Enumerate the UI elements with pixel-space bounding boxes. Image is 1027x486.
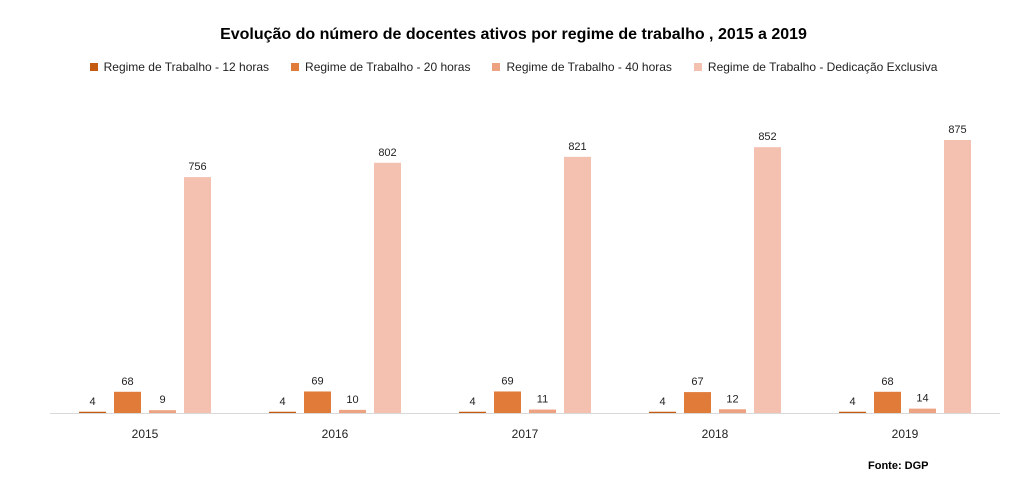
data-label-2017-series-2: 11 <box>537 394 548 406</box>
x-tick-label-2015: 2015 <box>132 427 159 441</box>
data-label-2019-series-0: 4 <box>849 396 855 408</box>
legend-swatch-40h <box>492 63 501 71</box>
data-label-2017-series-1: 69 <box>501 375 513 387</box>
bar-2019-series-2 <box>909 408 936 413</box>
bar-2015-series-1 <box>114 391 141 413</box>
legend-item-de: Regime de Trabalho - Dedicação Exclusiva <box>693 60 938 74</box>
data-label-2015-series-3: 756 <box>188 161 206 173</box>
bar-2016-series-2 <box>339 409 366 413</box>
bar-2018-series-0 <box>649 411 676 413</box>
data-label-2015-series-0: 4 <box>89 396 95 408</box>
data-label-2018-series-0: 4 <box>659 396 665 408</box>
data-label-2015-series-1: 68 <box>121 376 133 388</box>
chart-legend: Regime de Trabalho - 12 horas Regime de … <box>0 60 1027 74</box>
legend-label-12h: Regime de Trabalho - 12 horas <box>103 60 270 74</box>
x-tick-label-2016: 2016 <box>322 427 349 441</box>
data-label-2018-series-3: 852 <box>758 131 776 143</box>
legend-label-40h: Regime de Trabalho - 40 horas <box>506 60 672 74</box>
bar-2016-series-3 <box>374 162 401 413</box>
x-tick-label-2018: 2018 <box>702 427 729 441</box>
bar-2017-series-0 <box>459 411 486 413</box>
data-label-2016-series-2: 10 <box>346 394 358 406</box>
bar-2015-series-2 <box>149 410 176 413</box>
data-label-2016-series-1: 69 <box>311 375 323 387</box>
legend-swatch-12h <box>89 63 98 71</box>
bar-2019-series-1 <box>874 391 901 413</box>
legend-item-40h: Regime de Trabalho - 40 horas <box>492 60 672 74</box>
legend-item-20h: Regime de Trabalho - 20 horas <box>291 60 470 74</box>
chart-title: Evolução do número de docentes ativos po… <box>220 26 807 43</box>
source-note: Fonte: DGP <box>868 460 929 472</box>
data-label-2018-series-1: 67 <box>691 376 703 388</box>
data-label-2017-series-0: 4 <box>469 396 475 408</box>
bar-2015-series-0 <box>79 411 106 413</box>
legend-label-20h: Regime de Trabalho - 20 horas <box>305 60 471 74</box>
data-label-2018-series-2: 12 <box>726 393 738 405</box>
bar-2017-series-1 <box>494 391 521 413</box>
x-tick-label-2017: 2017 <box>512 427 539 441</box>
legend-swatch-de <box>693 63 702 71</box>
data-label-2016-series-0: 4 <box>279 396 285 408</box>
bar-2016-series-1 <box>304 391 331 413</box>
x-tick-label-2019: 2019 <box>892 427 919 441</box>
data-label-2017-series-3: 821 <box>568 141 586 153</box>
bar-2018-series-1 <box>684 392 711 413</box>
legend-swatch-20h <box>291 63 300 71</box>
bar-2018-series-2 <box>719 409 746 413</box>
bar-2019-series-3 <box>944 140 971 413</box>
data-label-2015-series-2: 9 <box>159 394 165 406</box>
legend-label-de: Regime de Trabalho - Dedicação Exclusiva <box>707 60 938 74</box>
bar-2016-series-0 <box>269 411 296 413</box>
bar-2015-series-3 <box>184 177 211 413</box>
bar-2017-series-2 <box>529 409 556 413</box>
bar-2018-series-3 <box>754 147 781 413</box>
legend-item-12h: Regime de Trabalho - 12 horas <box>89 60 270 74</box>
data-label-2019-series-1: 68 <box>881 376 893 388</box>
bar-2019-series-0 <box>839 411 866 413</box>
data-label-2019-series-2: 14 <box>916 393 928 405</box>
bar-2017-series-3 <box>564 156 591 413</box>
data-label-2019-series-3: 875 <box>948 124 966 136</box>
data-label-2016-series-3: 802 <box>378 147 396 159</box>
